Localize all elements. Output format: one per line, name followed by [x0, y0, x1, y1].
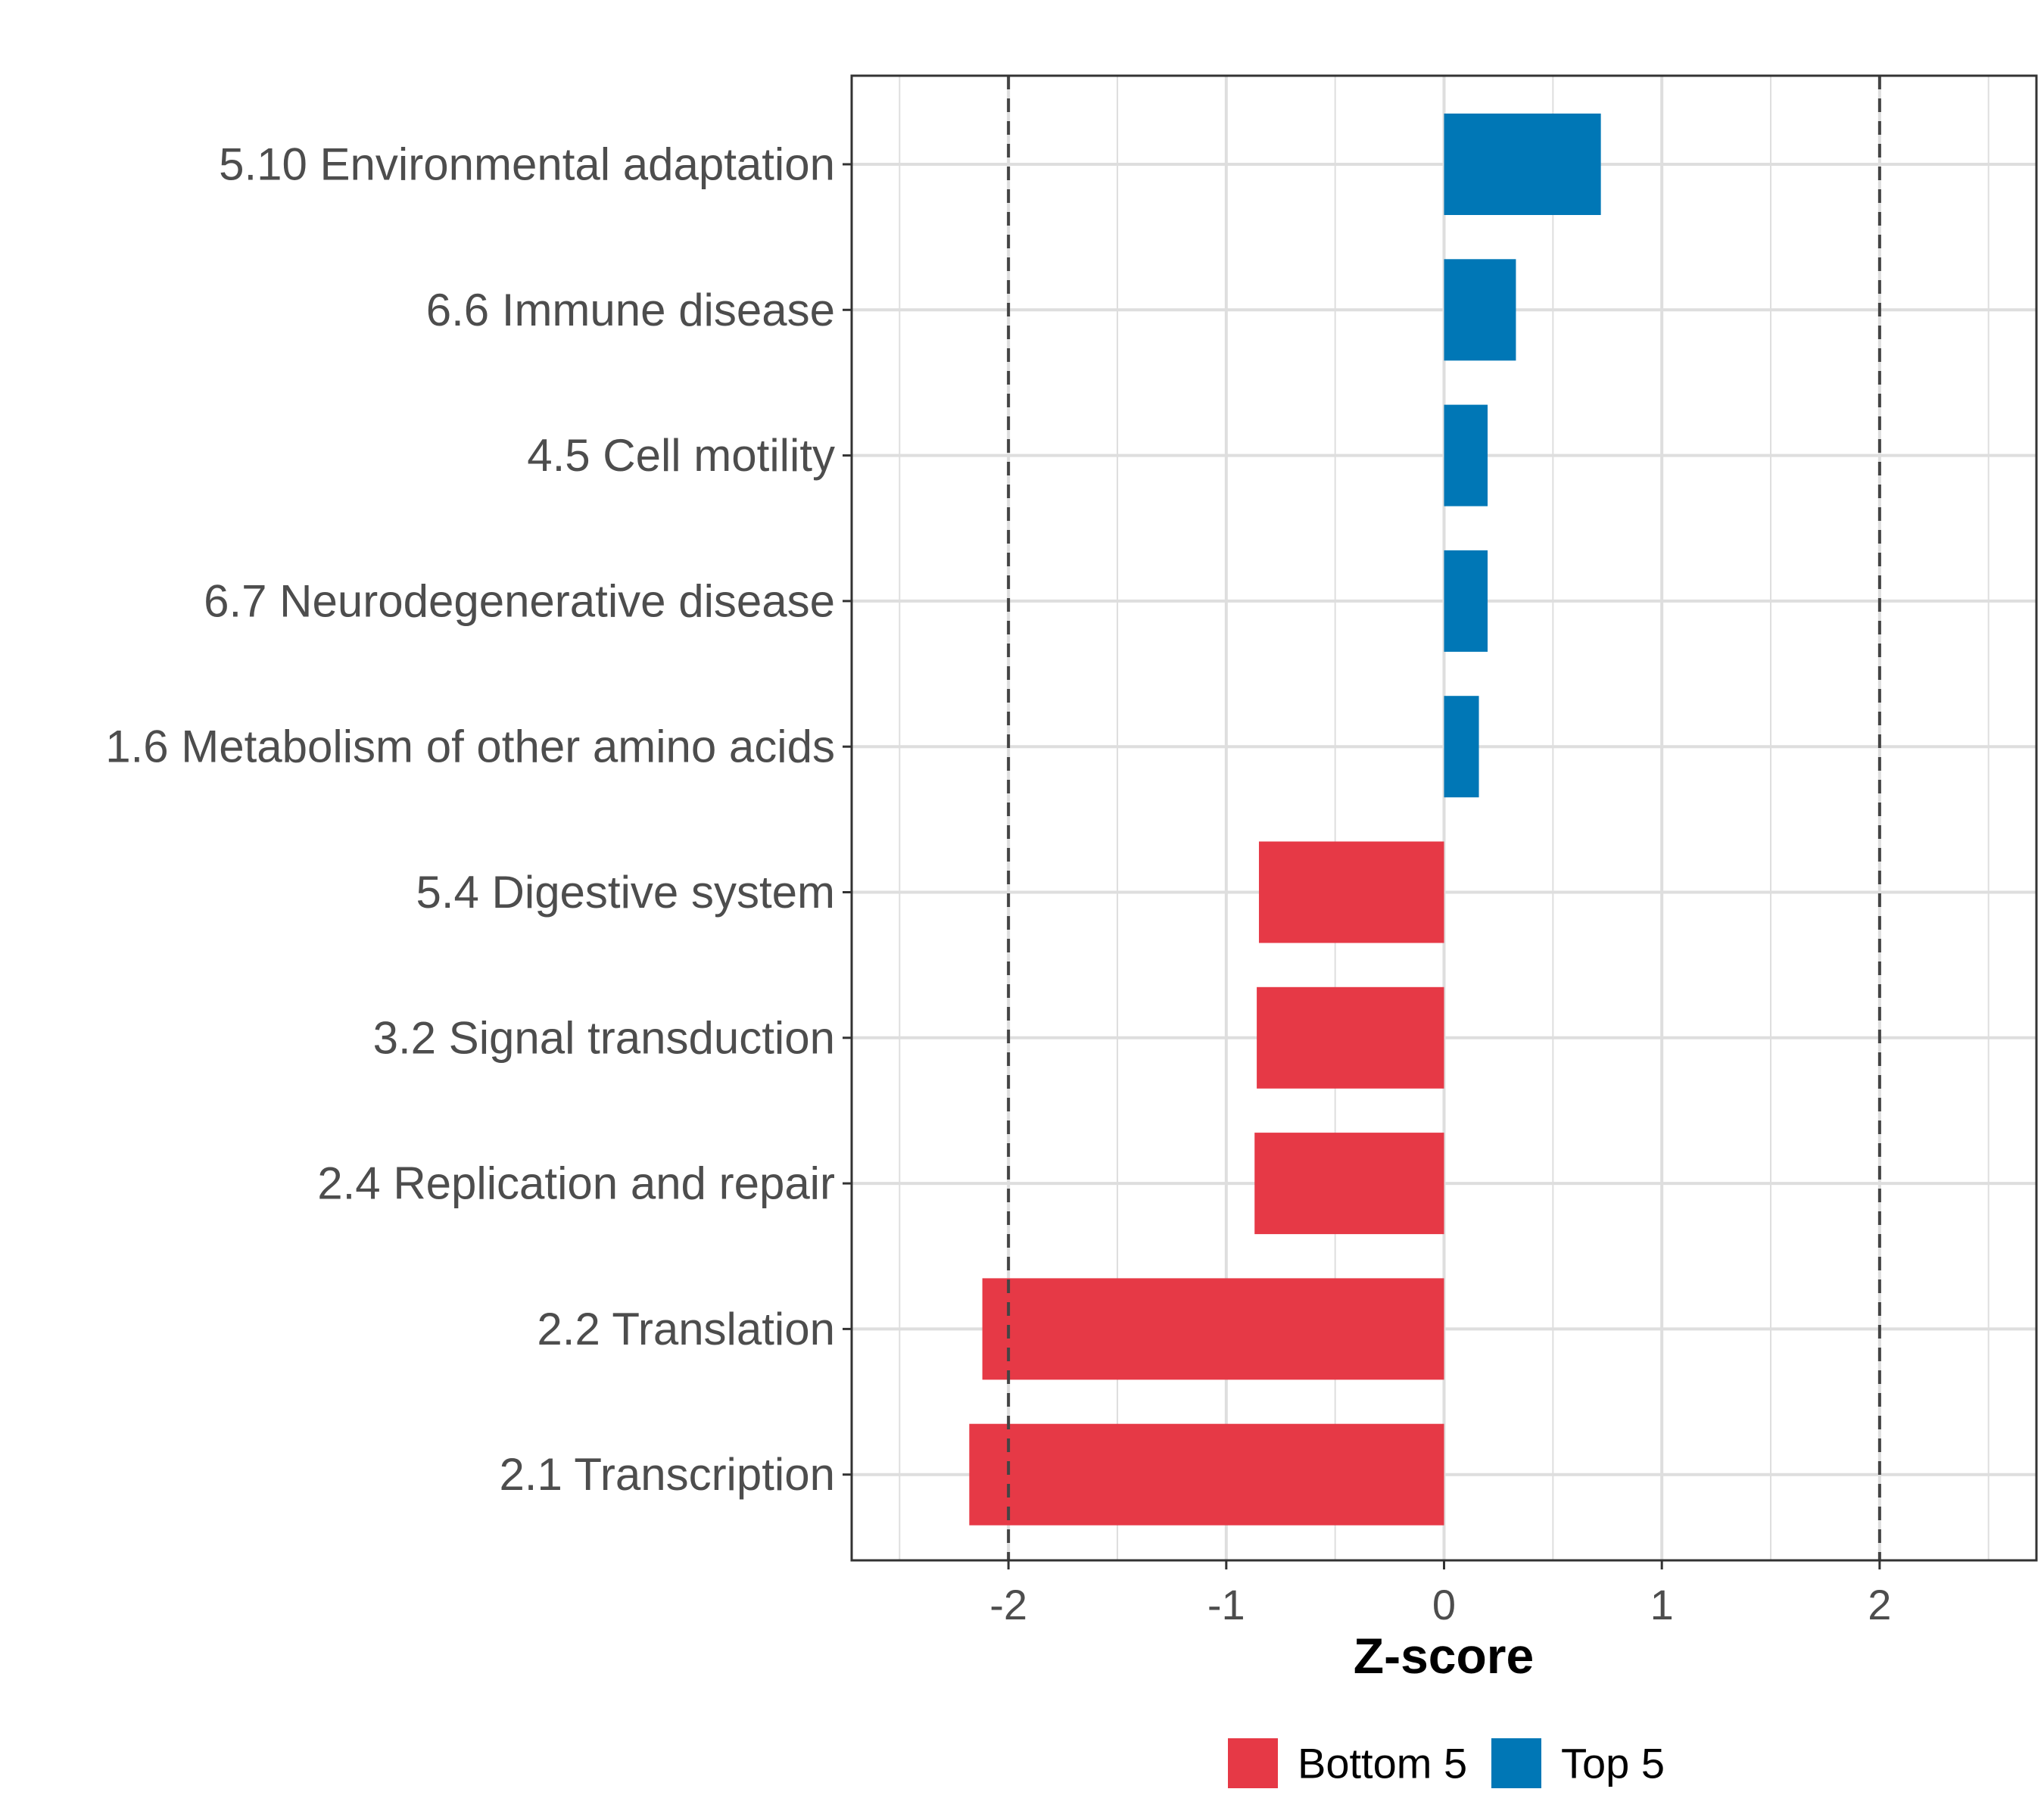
- bar-10: [969, 1423, 1444, 1526]
- bar-6: [1258, 841, 1444, 943]
- bar-8: [1254, 1133, 1444, 1235]
- bars: [969, 114, 1601, 1526]
- legend-swatch-1: [1228, 1738, 1278, 1788]
- x-tick-label: 0: [1432, 1581, 1456, 1628]
- x-tick-label: 2: [1868, 1581, 1891, 1628]
- bar-5: [1444, 696, 1479, 798]
- bar-2: [1444, 259, 1516, 361]
- x-axis-title: Z-score: [1354, 1628, 1534, 1684]
- y-tick-label: 6.6 Immune disease: [426, 285, 835, 335]
- y-tick-label: 6.7 Neurodegenerative disease: [204, 575, 835, 626]
- bar-7: [1257, 986, 1444, 1089]
- y-axis: 5.10 Environmental adaptation 6.6 Immune …: [105, 139, 852, 1500]
- legend-label-2: Top 5: [1561, 1740, 1665, 1787]
- x-tick-label: 1: [1650, 1581, 1674, 1628]
- x-tick-label: -2: [989, 1581, 1027, 1628]
- legend: Bottom 5 Top 5: [1228, 1738, 1665, 1788]
- x-tick-label: -1: [1207, 1581, 1245, 1628]
- y-tick-label: 5.10 Environmental adaptation: [219, 139, 835, 190]
- y-tick-label: 2.2 Translation: [537, 1304, 835, 1354]
- y-tick-label: 2.1 Transcription: [499, 1449, 835, 1500]
- bar-4: [1444, 550, 1488, 652]
- y-tick-label: 5.4 Digestive system: [416, 867, 835, 918]
- y-tick-label: 4.5 Cell motility: [527, 430, 835, 481]
- bar-3: [1444, 404, 1488, 506]
- x-axis: -2 -1 0 1 2: [989, 1560, 1891, 1628]
- y-tick-label: 2.4 Replication and repair: [317, 1158, 835, 1209]
- y-tick-label: 3.2 Signal transduction: [373, 1012, 835, 1063]
- reference-lines: [1007, 76, 1881, 1560]
- legend-label-1: Bottom 5: [1298, 1740, 1467, 1787]
- legend-swatch-2: [1491, 1738, 1541, 1788]
- bar-1: [1444, 114, 1601, 215]
- y-tick-label: 1.6 Metabolism of other amino acids: [105, 722, 835, 772]
- bar-9: [982, 1278, 1444, 1380]
